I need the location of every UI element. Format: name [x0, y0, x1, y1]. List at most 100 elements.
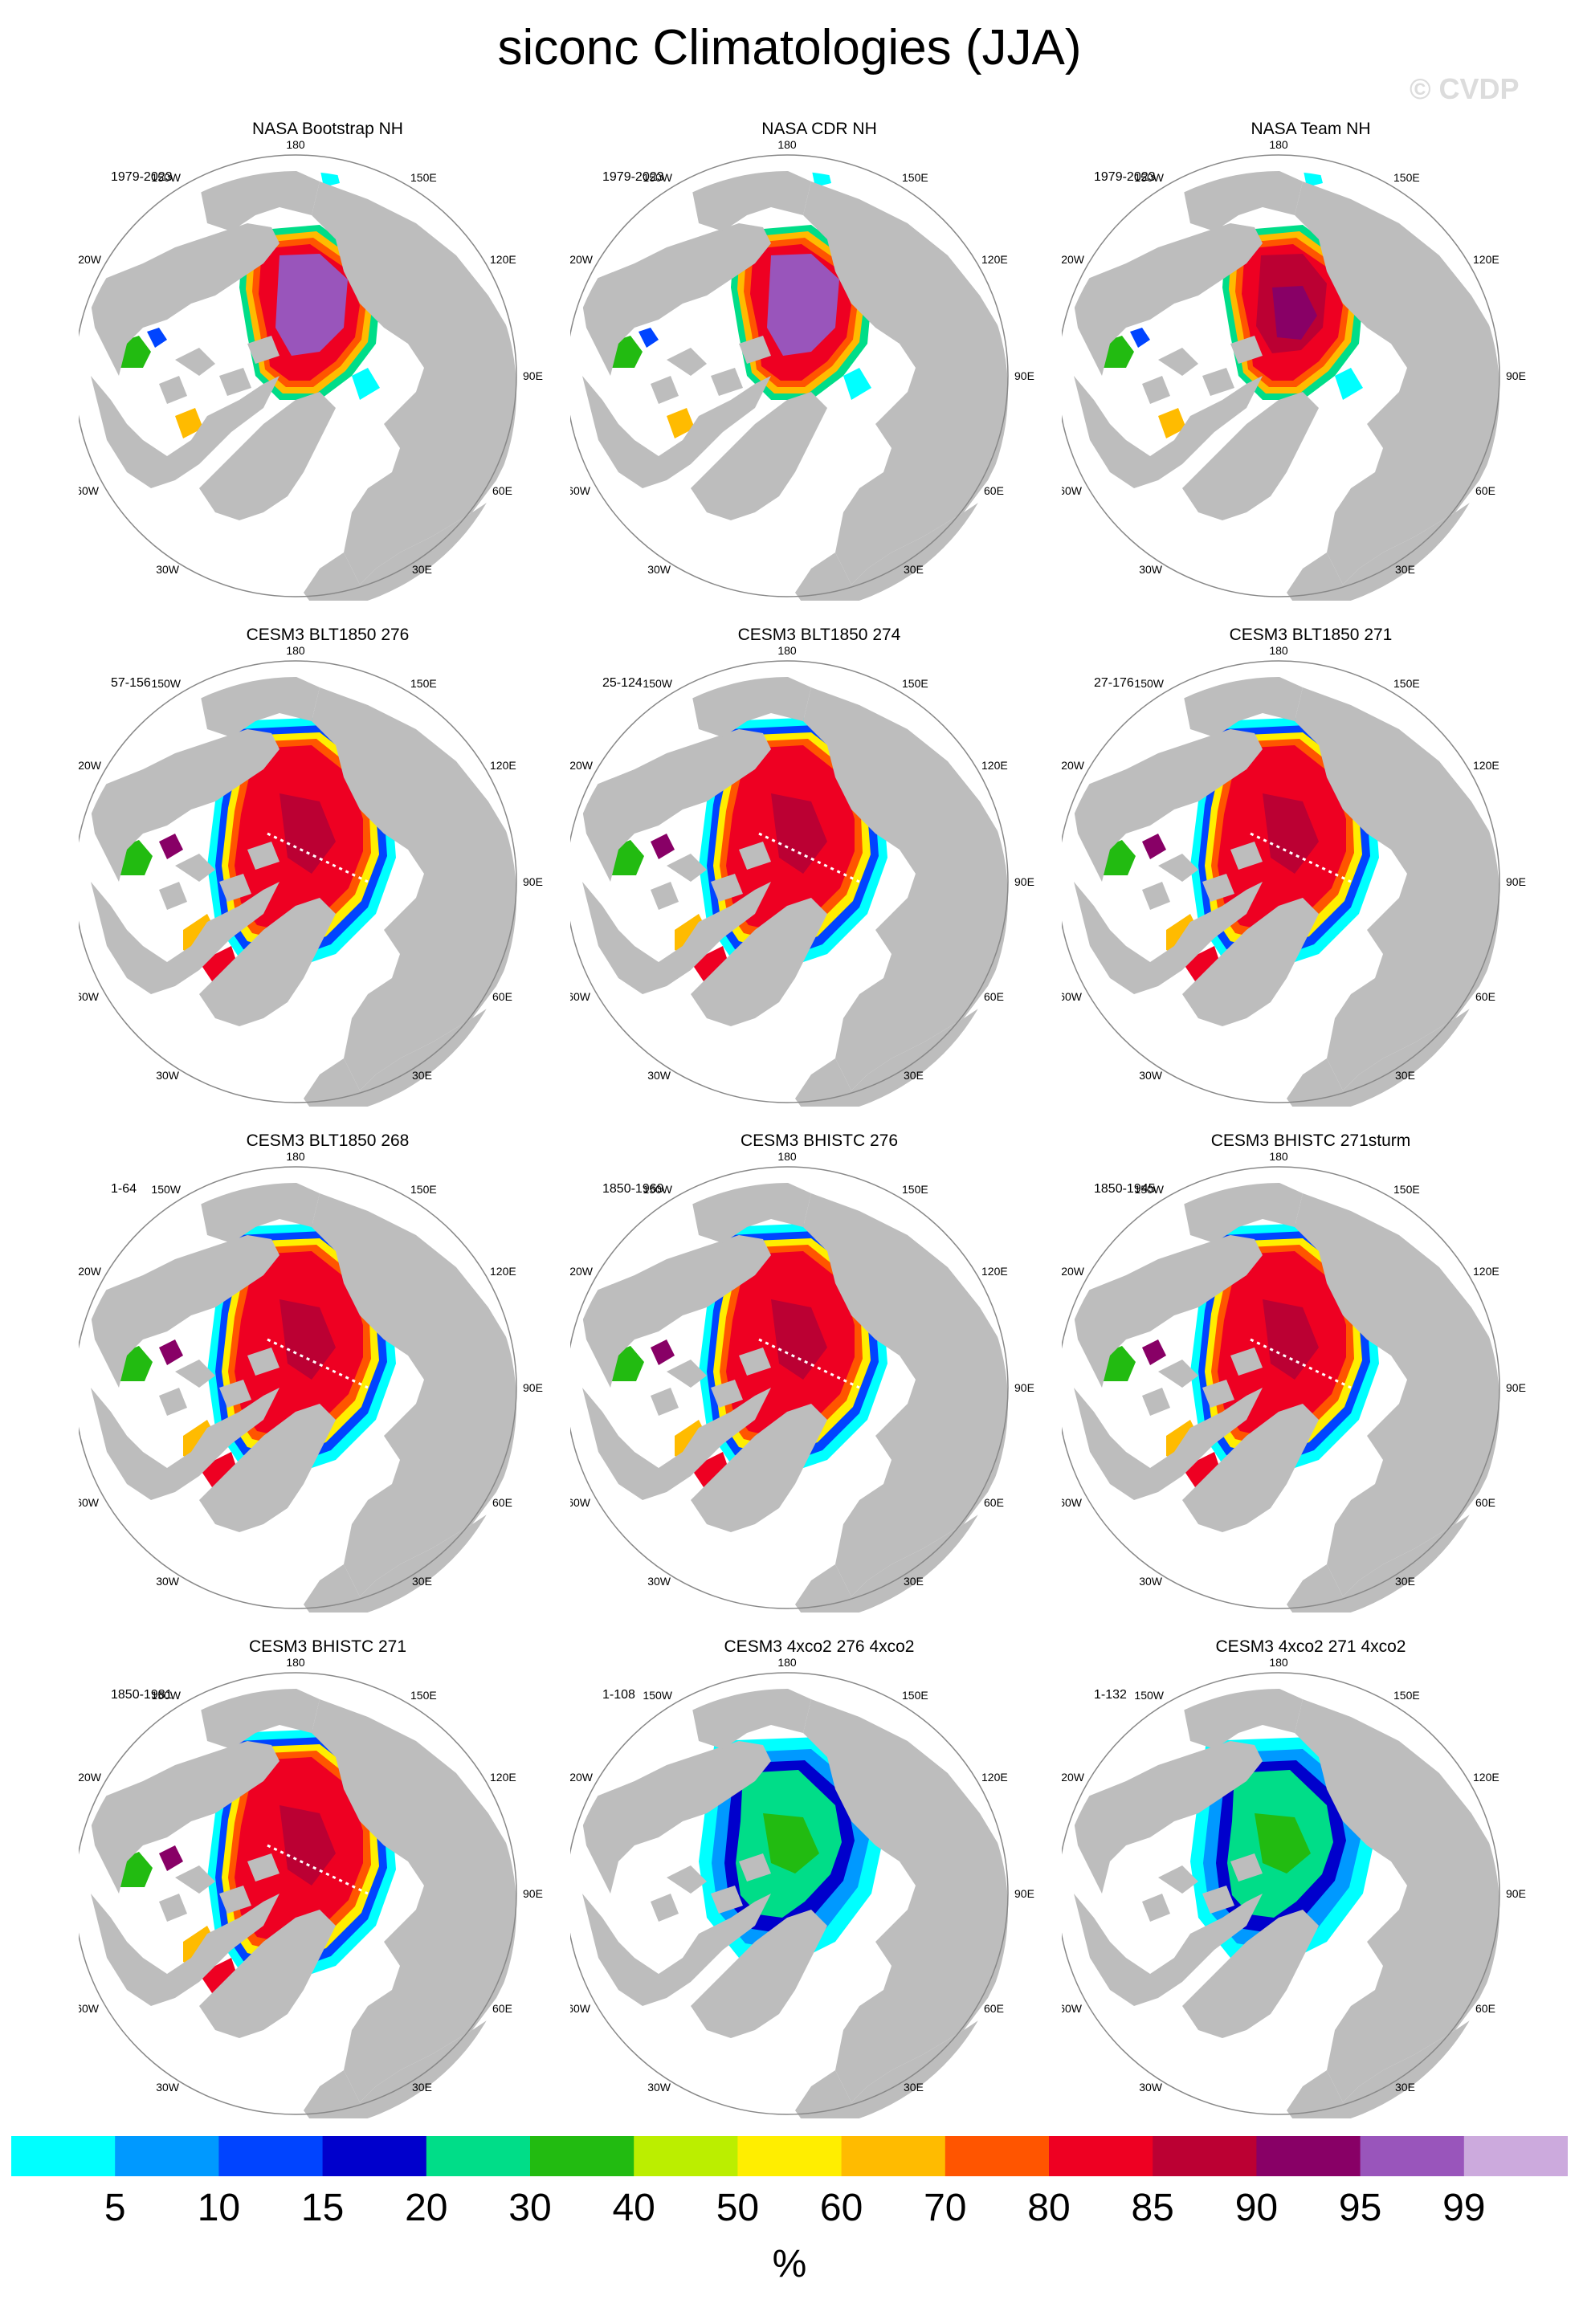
colorbar-bin — [1256, 2136, 1361, 2176]
longitude-label: 150W — [643, 1183, 672, 1196]
canada-land — [91, 376, 279, 488]
colorbar-tick-label: 50 — [716, 2187, 760, 2229]
panel-title: CESM3 BLT1850 271 — [1229, 626, 1393, 644]
channel-ice — [639, 328, 659, 348]
panel-title: CESM3 BLT1850 268 — [246, 1131, 410, 1150]
north-america-land — [1074, 1741, 1263, 1894]
longitude-label: 90E — [1014, 1887, 1034, 1900]
eurasia-land — [803, 687, 1008, 1091]
longitude-label: 150W — [643, 677, 672, 690]
longitude-label: 120E — [490, 253, 516, 266]
longitude-label: 150W — [643, 1689, 672, 1702]
island-1 — [667, 854, 707, 882]
colorbar-bin — [1360, 2136, 1465, 2176]
longitude-label: 180 — [1269, 1150, 1288, 1163]
channel-ice — [1130, 328, 1150, 348]
map-panel: CESM3 BLT1850 271180090W90E150W120W150E1… — [1062, 625, 1560, 1107]
longitude-label: 180 — [286, 1150, 305, 1163]
longitude-label: 90E — [523, 1381, 543, 1394]
longitude-label: 60W — [570, 990, 591, 1003]
north-america-land — [1074, 729, 1263, 882]
island-2 — [219, 368, 251, 396]
eurasia-land — [1295, 687, 1499, 1091]
panel-title: CESM3 BHISTC 276 — [740, 1131, 899, 1150]
land-mask — [582, 677, 1008, 1107]
greenland-land — [1182, 1910, 1319, 2038]
island-3 — [739, 336, 771, 364]
cvdp-watermark: © CVDP — [1410, 72, 1520, 105]
eurasia-land — [803, 1193, 1008, 1596]
longitude-label: 60E — [492, 1496, 512, 1509]
longitude-label: 30W — [1139, 2081, 1163, 2094]
longitude-label: 30W — [156, 2081, 180, 2094]
longitude-label: 90E — [1014, 369, 1034, 382]
colorbar-bin — [426, 2136, 531, 2176]
map-panel: NASA Team NH180090W90E150W120W150E120E60… — [1062, 119, 1560, 601]
greenland-land — [199, 392, 336, 520]
colorbar-bin — [1049, 2136, 1153, 2176]
longitude-label: 60W — [1062, 1496, 1083, 1509]
longitude-label: 30W — [647, 2081, 671, 2094]
longitude-label: 30E — [1395, 1575, 1415, 1588]
longitude-label: 180 — [286, 1656, 305, 1669]
colorbar-tick-label: 99 — [1442, 2187, 1486, 2229]
longitude-label: 60W — [1062, 2002, 1083, 2015]
island-3 — [247, 336, 279, 364]
panel-title: CESM3 4xco2 271 4xco2 — [1215, 1637, 1406, 1656]
longitude-label: 30W — [1139, 563, 1163, 576]
longitude-label: 150W — [151, 677, 181, 690]
longitude-label: 30W — [1139, 1575, 1163, 1588]
longitude-label: 60W — [79, 990, 100, 1003]
longitude-label: 150E — [1393, 1183, 1420, 1196]
alaska-land — [1182, 171, 1303, 231]
island-2 — [711, 368, 743, 396]
polar-map: 180090W90E150W120W150E120E60W30W60E30E — [79, 644, 543, 1107]
barents-ice — [352, 368, 380, 400]
longitude-label: 30E — [904, 1575, 924, 1588]
panel-years: 1979-2023 — [602, 170, 664, 184]
baffin-ice — [667, 408, 695, 438]
longitude-label: 150W — [1134, 171, 1164, 184]
canada-land — [1074, 376, 1263, 488]
longitude-label: 60W — [570, 2002, 591, 2015]
greenland-land — [199, 898, 336, 1026]
map-panel: CESM3 BHISTC 271sturm180090W90E150W120W1… — [1062, 1131, 1560, 1613]
eurasia-land — [312, 181, 516, 585]
ice-core-99 — [275, 254, 348, 356]
island-4 — [651, 1894, 679, 1922]
archipelago-ice — [159, 834, 183, 859]
island-4 — [159, 376, 187, 404]
land-mask — [582, 171, 1008, 601]
longitude-label: 120W — [79, 1771, 102, 1784]
longitude-label: 120W — [570, 1265, 594, 1278]
map-border — [79, 660, 517, 1103]
map-panel: CESM3 BHISTC 271180090W90E150W120W150E12… — [79, 1637, 577, 2118]
polar-map: 180090W90E150W120W150E120E60W30W60E30E — [570, 1150, 1034, 1613]
map-border — [570, 660, 1009, 1103]
longitude-label: 150W — [643, 171, 672, 184]
longitude-label: 30E — [412, 1575, 432, 1588]
longitude-label: 30W — [647, 1069, 671, 1082]
map-border — [570, 1672, 1009, 2115]
longitude-label: 30E — [412, 1069, 432, 1082]
panel-years: 27-176 — [1094, 676, 1134, 690]
longitude-label: 150W — [1134, 1689, 1164, 1702]
europe-land — [304, 496, 496, 601]
island-4 — [159, 882, 187, 910]
longitude-label: 150E — [410, 171, 437, 184]
alaska-land — [199, 1689, 320, 1749]
greenland-land — [691, 898, 827, 1026]
canada-land — [91, 882, 279, 994]
longitude-label: 60E — [984, 2002, 1004, 2015]
longitude-label: 180 — [777, 1150, 797, 1163]
europe-land — [795, 1002, 988, 1107]
map-border — [79, 1672, 517, 2115]
island-3 — [247, 842, 279, 870]
island-1 — [667, 1360, 707, 1388]
longitude-label: 30E — [1395, 563, 1415, 576]
longitude-label: 30W — [1139, 1069, 1163, 1082]
map-panel: CESM3 BLT1850 268180090W90E150W120W150E1… — [79, 1131, 577, 1613]
island-4 — [1142, 376, 1170, 404]
polar-map: 180090W90E150W120W150E120E60W30W60E30E — [1062, 644, 1526, 1107]
colorbar-bin — [1463, 2136, 1568, 2176]
